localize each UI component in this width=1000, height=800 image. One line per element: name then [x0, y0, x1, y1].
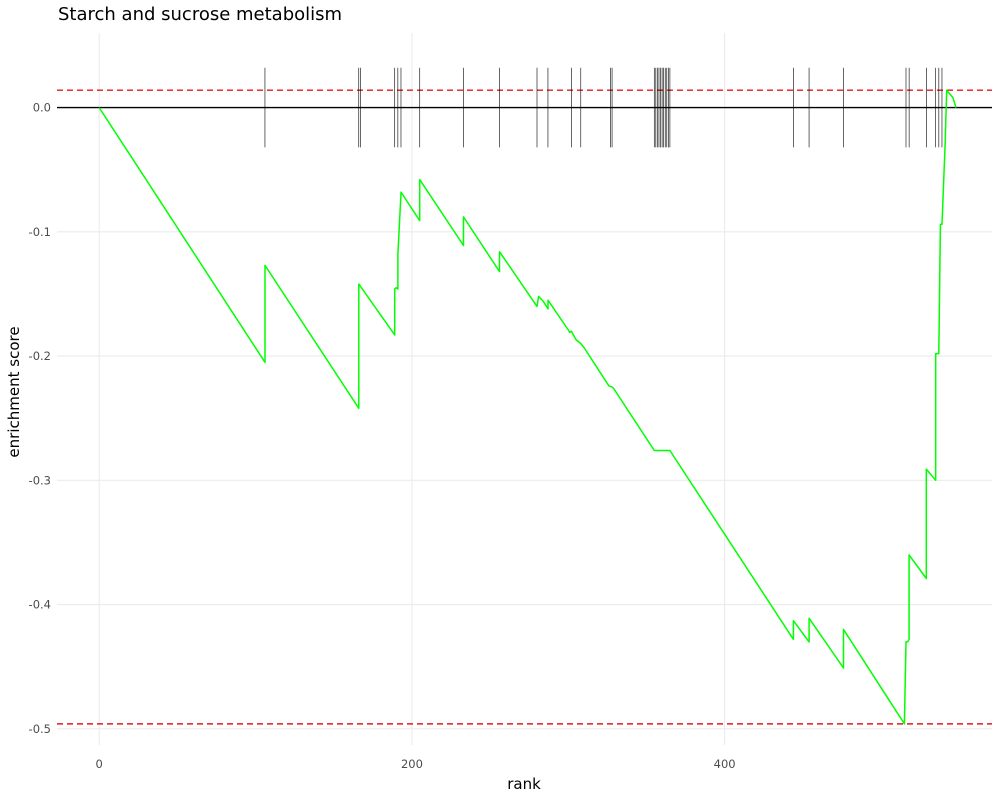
y-tick-label: -0.2 — [29, 349, 51, 363]
x-axis-title: rank — [507, 775, 541, 793]
enrichment-score-curve — [98, 89, 957, 725]
y-tick-label: -0.5 — [29, 722, 51, 736]
y-axis-title: enrichment score — [5, 326, 23, 457]
x-tick-label: 400 — [714, 757, 736, 771]
horizontal-gridlines — [57, 107, 992, 730]
grid — [57, 33, 992, 745]
x-tick-label: 0 — [96, 757, 103, 771]
y-tick-label: -0.3 — [29, 473, 51, 487]
y-tick-label: -0.1 — [29, 225, 51, 239]
y-tick-label: 0.0 — [33, 101, 51, 115]
vertical-gridlines — [98, 33, 726, 745]
y-tick-label: -0.4 — [29, 598, 51, 612]
x-tick-label: 200 — [401, 757, 423, 771]
x-axis-tick-labels: 0 200 400 — [96, 757, 736, 771]
chart-title: Starch and sucrose metabolism — [58, 4, 342, 25]
threshold-lines — [57, 89, 992, 725]
y-axis-tick-labels: 0.0 -0.1 -0.2 -0.3 -0.4 -0.5 — [29, 101, 51, 736]
